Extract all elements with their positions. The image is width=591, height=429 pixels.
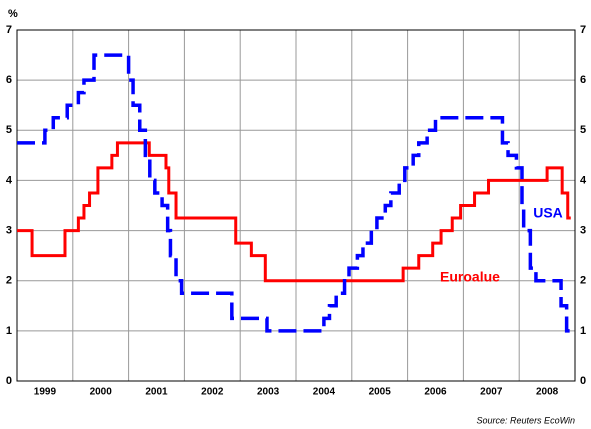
x-tick-label: 2003 — [257, 387, 280, 398]
y2-tick-label: 5 — [580, 124, 586, 136]
y2-tick-label: 7 — [580, 24, 586, 36]
y-tick-label: 0 — [6, 375, 12, 387]
y2-tick-label: 1 — [580, 325, 586, 337]
y2-tick-label: 6 — [580, 74, 586, 86]
source: Source: Reuters EcoWin — [477, 415, 575, 425]
plot-border — [16, 29, 576, 382]
x-tick-label: 2004 — [313, 387, 336, 398]
series-label: Euroalue — [440, 269, 500, 285]
x-tick-label: 2000 — [90, 387, 113, 398]
y2-tick-label: 3 — [580, 224, 586, 236]
y2-tick-label: 0 — [580, 375, 586, 387]
x-tick-label: 2001 — [145, 387, 168, 398]
y-tick-label: 3 — [6, 224, 12, 236]
series-label: USA — [533, 205, 563, 221]
x-tick-label: 2008 — [536, 387, 559, 398]
series-line — [17, 141, 571, 283]
y-tick-label: 1 — [6, 325, 12, 337]
y-tick-label: 7 — [6, 24, 12, 36]
y-tick-label: 5 — [6, 124, 12, 136]
y-unit-label: % — [8, 8, 18, 20]
y-tick-label: 4 — [6, 174, 13, 186]
x-tick-label: 2002 — [201, 387, 224, 398]
y-tick-label: 6 — [6, 74, 12, 86]
series-line — [17, 53, 570, 333]
x-tick-label: 1999 — [34, 387, 57, 398]
y2-tick-label: 2 — [580, 275, 586, 287]
x-tick-label: 2007 — [480, 387, 503, 398]
y-tick-label: 2 — [6, 275, 12, 287]
x-tick-label: 2006 — [424, 387, 447, 398]
y2-tick-label: 4 — [580, 174, 587, 186]
x-tick-label: 2005 — [369, 387, 392, 398]
